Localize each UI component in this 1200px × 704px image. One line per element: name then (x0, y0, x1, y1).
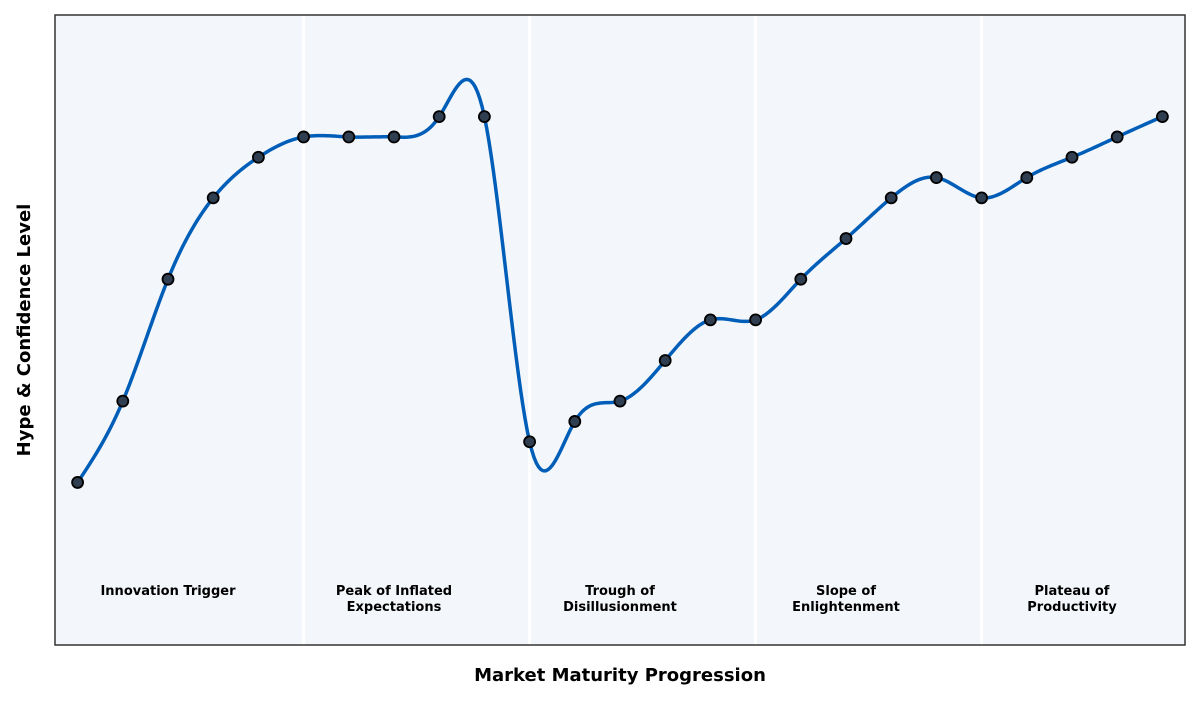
plot-frame (54, 14, 1186, 646)
data-point (477, 110, 491, 124)
data-point (161, 272, 175, 286)
data-point (342, 130, 356, 144)
data-point (387, 130, 401, 144)
data-point (1156, 110, 1169, 124)
phase-label: Innovation Trigger (100, 584, 236, 599)
data-point (794, 272, 808, 286)
phase-label: Trough of Disillusionment (563, 584, 677, 615)
data-point (523, 435, 536, 449)
y-axis-label: Hype & Confidence Level (14, 204, 35, 457)
data-point (839, 232, 853, 245)
data-point (251, 150, 265, 164)
data-point (116, 394, 130, 408)
data-point (613, 394, 627, 408)
data-point (749, 313, 762, 327)
data-point (704, 313, 717, 327)
data-point (297, 130, 311, 144)
data-point (975, 191, 988, 205)
data-point (884, 191, 898, 205)
data-point (658, 354, 672, 367)
data-point (432, 110, 446, 124)
phase-label: Peak of Inflated Expectations (336, 584, 452, 615)
plot-background (55, 15, 1185, 645)
phase-label: Slope of Enlightenment (792, 584, 900, 615)
data-point (568, 415, 582, 428)
phase-label: Plateau of Productivity (1027, 584, 1117, 615)
data-point (1020, 171, 1034, 184)
phase-labels: Innovation Trigger Peak of Inflated Expect… (100, 584, 1117, 615)
data-point (206, 191, 220, 205)
data-point (1065, 150, 1079, 164)
data-point (1110, 130, 1124, 144)
data-point (71, 476, 84, 489)
phase-dividers (302, 15, 984, 645)
x-axis-label: Market Maturity Progression (474, 665, 766, 686)
data-point (930, 171, 943, 184)
data-points (71, 110, 1169, 489)
